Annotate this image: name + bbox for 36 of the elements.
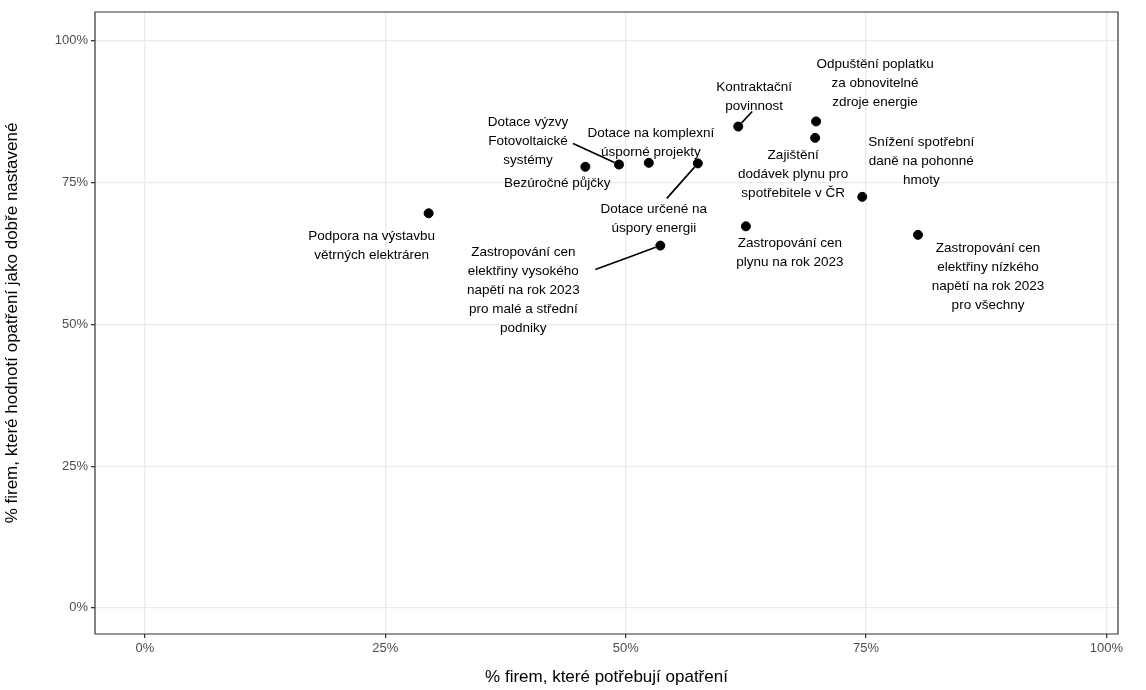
point xyxy=(740,221,751,232)
x-tick-label: 0% xyxy=(135,640,155,656)
data-label: Snížení spotřební daně na pohonné hmoty xyxy=(868,133,975,187)
y-tick-label: 100% xyxy=(54,32,89,48)
point xyxy=(692,158,703,169)
data-label: Bezúročné půjčky xyxy=(504,174,611,190)
point xyxy=(643,157,654,168)
y-tick-label: 50% xyxy=(61,316,89,331)
point xyxy=(580,161,591,172)
y-tick-label: 25% xyxy=(61,457,89,473)
y-tick-label: 75% xyxy=(61,174,89,190)
data-label: Zastropování cen elektřiny vysokého napětí na rok 2023 pro malé a střední podniky xyxy=(467,244,580,336)
point xyxy=(614,159,624,170)
point xyxy=(810,132,821,143)
x-tick-label: 75% xyxy=(853,640,880,656)
data-label: Zastropování cen elektřiny nízkého napětí na rok 2023 pro všechny xyxy=(931,240,1045,313)
x-tick-label: 25% xyxy=(372,640,399,656)
x-tick-label: 100% xyxy=(1089,640,1124,656)
y-tick-label: 0% xyxy=(69,599,89,615)
y-axis-title: % firem, které hodnotí opatření jako dobře nastavené xyxy=(1,122,21,524)
x-tick-label: 50% xyxy=(612,640,640,656)
point xyxy=(913,229,924,240)
point xyxy=(423,208,434,219)
data-label: Podpora na výstavbu větrných elektráren xyxy=(308,227,436,262)
point xyxy=(857,191,868,202)
data-label: Dotace na komplexní úsporné projekty xyxy=(587,125,715,160)
point xyxy=(811,116,822,127)
data-label: Dotace výzvy Fotovoltaické systémy xyxy=(487,114,569,168)
point xyxy=(733,121,744,132)
data-label: Dotace určené na úspory energii xyxy=(600,200,708,235)
data-label: Zajištění dodávek plynu pro spotřebitele v ČR xyxy=(737,146,849,200)
data-label: Odpuštění poplatku za obnovitelné zdroje energie xyxy=(816,56,934,110)
data-label: Zastropování cen plynu na rok 2023 xyxy=(736,234,844,269)
point xyxy=(655,240,666,251)
data-label: Kontraktační povinnost xyxy=(716,78,793,113)
x-axis-title: % firem, které potřebují opatření xyxy=(485,667,729,687)
